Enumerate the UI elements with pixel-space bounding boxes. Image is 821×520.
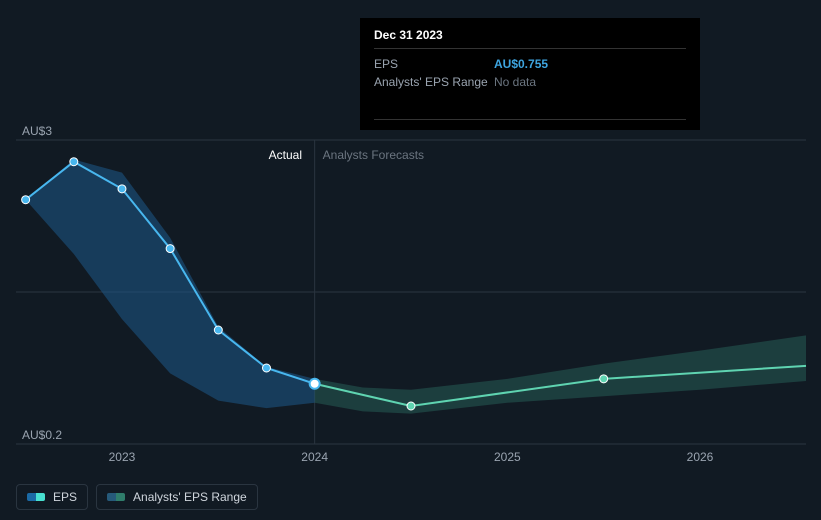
section-label-forecast: Analysts Forecasts (323, 148, 424, 162)
x-tick-label: 2024 (301, 450, 328, 464)
legend: EPS Analysts' EPS Range (16, 484, 258, 510)
tooltip-label-eps: EPS (374, 55, 494, 73)
tooltip-label-range: Analysts' EPS Range (374, 73, 494, 91)
x-tick-label: 2025 (494, 450, 521, 464)
eps-chart: Dec 31 2023 EPS AU$0.755 Analysts' EPS R… (0, 0, 821, 520)
legend-item-range[interactable]: Analysts' EPS Range (96, 484, 258, 510)
legend-item-eps[interactable]: EPS (16, 484, 88, 510)
legend-swatch-eps (27, 493, 45, 501)
tooltip: Dec 31 2023 EPS AU$0.755 Analysts' EPS R… (360, 18, 700, 130)
legend-label-range: Analysts' EPS Range (133, 490, 247, 504)
section-label-actual: Actual (269, 148, 302, 162)
tooltip-value-range: No data (494, 73, 536, 91)
tooltip-row-eps: EPS AU$0.755 (374, 55, 686, 73)
x-tick-label: 2023 (109, 450, 136, 464)
y-tick-label: AU$3 (22, 124, 52, 138)
legend-label-eps: EPS (53, 490, 77, 504)
tooltip-date: Dec 31 2023 (374, 28, 686, 49)
tooltip-row-range: Analysts' EPS Range No data (374, 73, 686, 91)
y-tick-label: AU$0.2 (22, 428, 62, 442)
tooltip-value-eps: AU$0.755 (494, 55, 548, 73)
tooltip-divider (374, 119, 686, 120)
x-tick-label: 2026 (687, 450, 714, 464)
legend-swatch-range (107, 493, 125, 501)
